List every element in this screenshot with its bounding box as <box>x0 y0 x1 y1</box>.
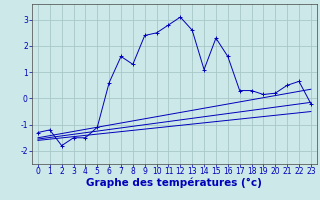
X-axis label: Graphe des températures (°c): Graphe des températures (°c) <box>86 177 262 188</box>
